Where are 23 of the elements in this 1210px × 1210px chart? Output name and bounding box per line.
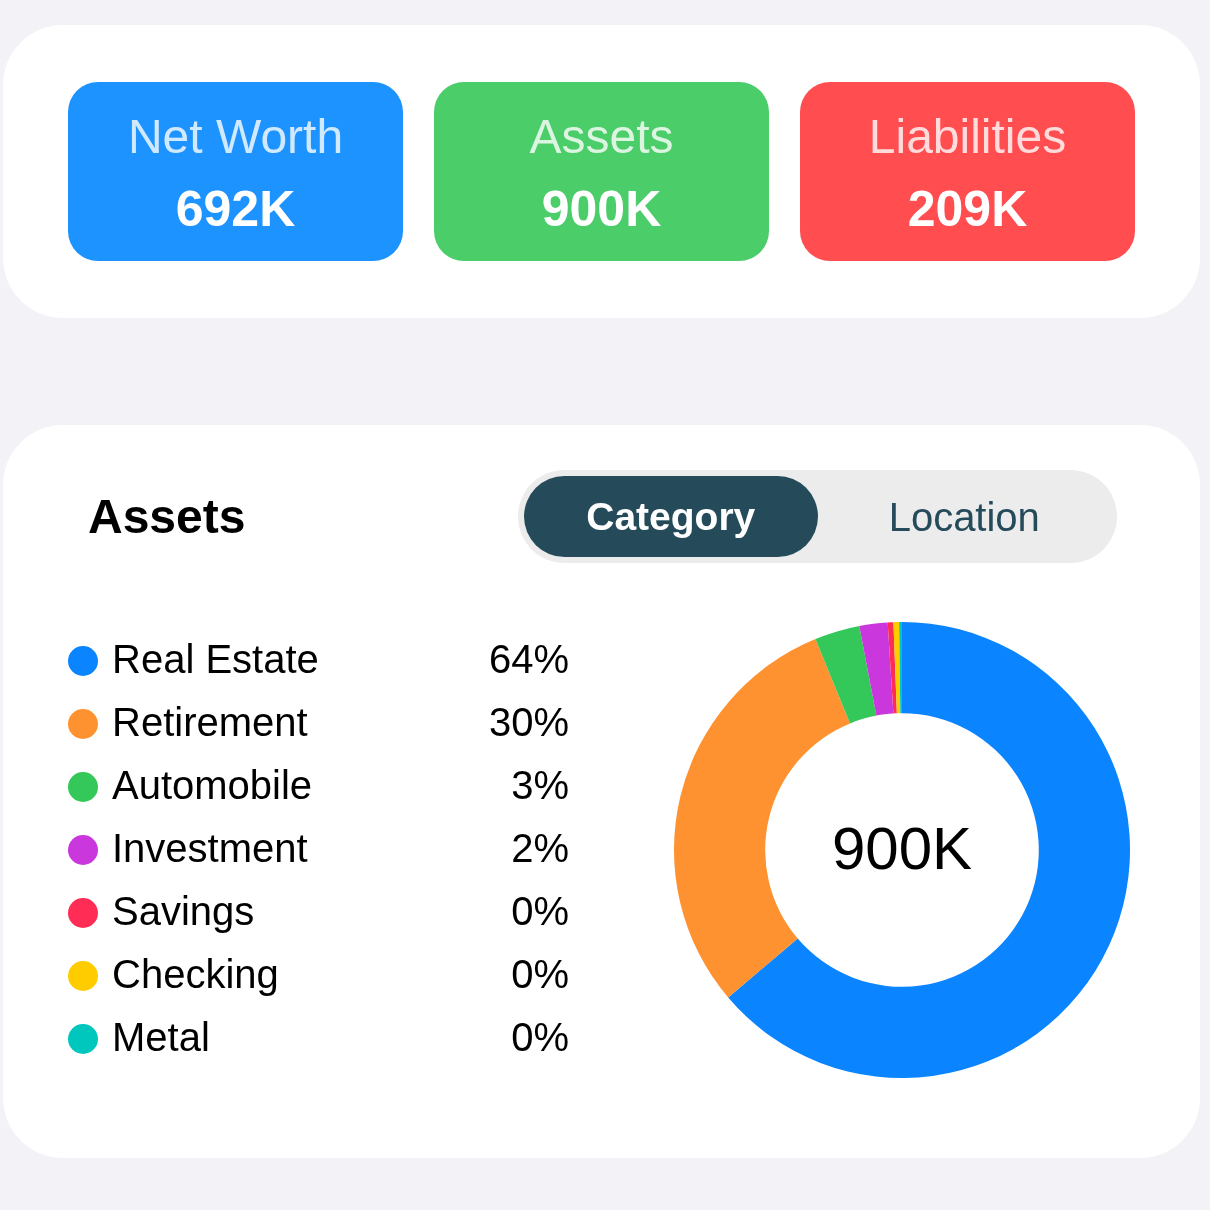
text: 900K [831, 814, 973, 882]
legend-label: Investment [112, 826, 308, 871]
legend-label: Checking [112, 952, 279, 997]
legend-label: Retirement [112, 700, 308, 745]
category-label: Liabilities [868, 109, 1067, 165]
legend-label: Savings [112, 889, 255, 934]
data-label: 30% [488, 700, 569, 745]
category-label: Assets [529, 109, 674, 165]
text: 692K [175, 181, 296, 238]
data-label: 0% [511, 1015, 569, 1060]
category-label: Net Worth [127, 109, 344, 165]
segmented-control: Category Location [518, 470, 1117, 563]
text: 209K [907, 181, 1028, 238]
legend-label: Real Estate [112, 637, 319, 682]
chart-title: Assets [88, 489, 246, 545]
text: 900K [541, 181, 662, 238]
data-label: 64% [488, 637, 569, 682]
data-label: 3% [511, 763, 569, 808]
legend-label: Automobile [112, 763, 313, 808]
legend-label: Metal [112, 1015, 210, 1060]
data-label: 0% [511, 952, 569, 997]
data-label: 0% [511, 889, 569, 934]
data-label: 2% [511, 826, 569, 871]
